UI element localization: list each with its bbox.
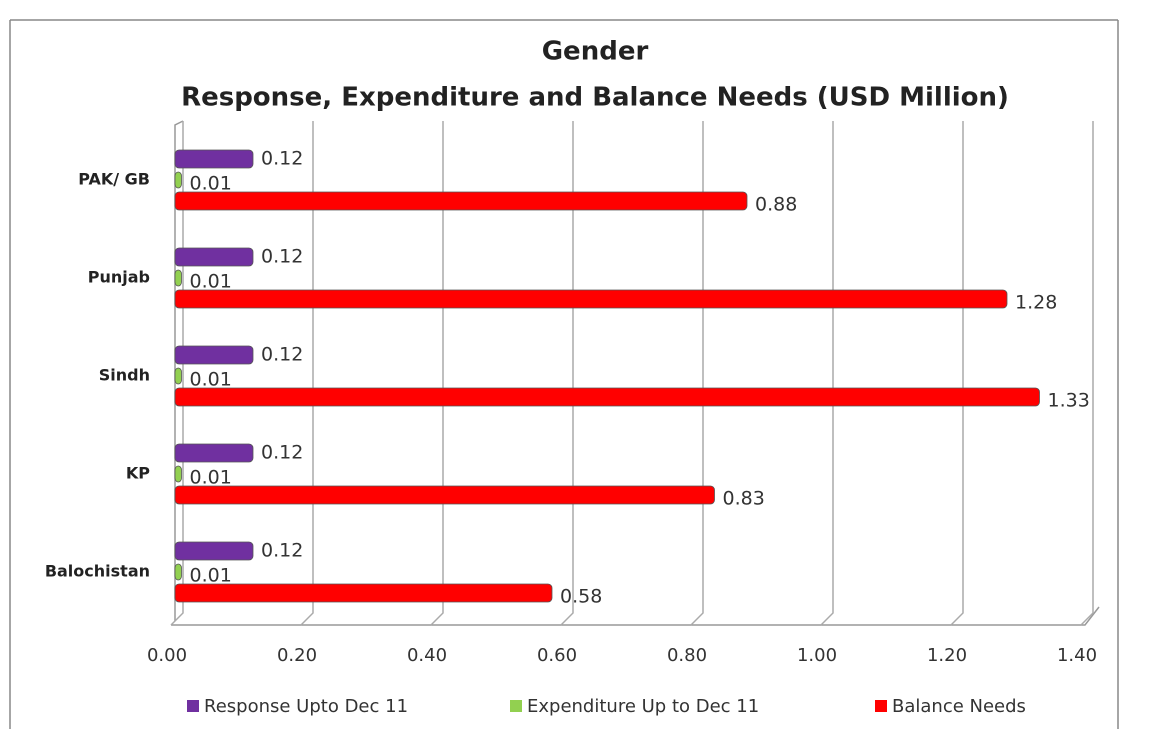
value-label: 0.58 (560, 586, 602, 608)
value-label: 0.83 (723, 488, 765, 510)
bar (174, 247, 254, 267)
bar (174, 269, 182, 287)
legend-swatch (187, 700, 199, 712)
bar (174, 345, 254, 365)
value-label: 0.01 (190, 173, 232, 195)
bar (174, 171, 182, 189)
grid-line (170, 121, 184, 626)
y-tick-label: KP (126, 464, 150, 483)
chart-title: Gender (542, 37, 649, 67)
value-label: 1.28 (1015, 292, 1057, 314)
bar (174, 541, 254, 561)
x-tick-label: 0.20 (277, 645, 317, 666)
x-tick-label: 0.80 (667, 645, 707, 666)
bar (174, 367, 182, 385)
grid-line (1080, 121, 1094, 626)
legend-label: Response Upto Dec 11 (204, 696, 408, 717)
value-label: 1.33 (1048, 390, 1090, 412)
plot-floor (171, 606, 1100, 626)
value-label: 0.12 (261, 246, 303, 268)
value-label: 0.01 (190, 565, 232, 587)
legend-label: Expenditure Up to Dec 11 (527, 696, 759, 717)
value-label: 0.88 (755, 194, 797, 216)
bar (174, 191, 748, 211)
value-label: 0.12 (261, 442, 303, 464)
y-tick-label: Balochistan (45, 562, 150, 581)
value-label: 0.12 (261, 344, 303, 366)
grid-line (300, 121, 314, 626)
x-tick-label: 1.20 (927, 645, 967, 666)
legend-label: Balance Needs (892, 696, 1026, 717)
bar (174, 443, 254, 463)
grid-line (690, 121, 704, 626)
grid-line (950, 121, 964, 626)
y-tick-label: Sindh (99, 366, 150, 385)
bar (174, 289, 1008, 309)
x-tick-label: 0.00 (147, 645, 187, 666)
bar (174, 563, 182, 581)
bar (174, 485, 715, 505)
value-label: 0.01 (190, 369, 232, 391)
x-tick-label: 0.40 (407, 645, 447, 666)
value-label: 0.12 (261, 148, 303, 170)
bar (174, 149, 254, 169)
grid-line (560, 121, 574, 626)
value-label: 0.12 (261, 540, 303, 562)
grid-line (430, 121, 444, 626)
legend-swatch (510, 700, 522, 712)
legend-swatch (875, 700, 887, 712)
x-tick-label: 0.60 (537, 645, 577, 666)
bar (174, 583, 553, 603)
x-tick-label: 1.00 (797, 645, 837, 666)
value-label: 0.01 (190, 271, 232, 293)
chart-subtitle: Response, Expenditure and Balance Needs … (181, 83, 1009, 113)
x-tick-label: 1.40 (1057, 645, 1097, 666)
value-label: 0.01 (190, 467, 232, 489)
bar (174, 465, 182, 483)
bar (174, 387, 1040, 407)
y-tick-label: PAK/ GB (78, 170, 150, 189)
grid-line (820, 121, 834, 626)
y-tick-label: Punjab (88, 268, 150, 287)
